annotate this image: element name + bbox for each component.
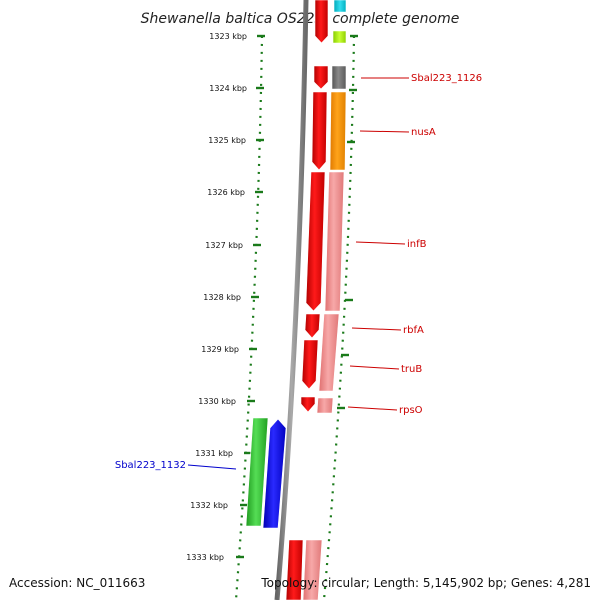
- gene-label-trub[interactable]: truB: [401, 364, 422, 375]
- genome-backbone: [274, 0, 309, 600]
- accession-text: Accession: NC_011663: [9, 576, 145, 590]
- gene-arrow[interactable]: [313, 65, 329, 90]
- gene-block[interactable]: [332, 30, 347, 44]
- tick-label: 1327 kbp: [205, 241, 243, 250]
- inner-dotted-ring: [322, 35, 356, 600]
- gene-label-sbal223-1132[interactable]: Sbal223_1132: [115, 460, 186, 471]
- gene-block[interactable]: [331, 65, 347, 90]
- tick-label: 1326 kbp: [207, 188, 245, 197]
- gene-label-sbal223-1126[interactable]: Sbal223_1126: [411, 73, 482, 84]
- gene-label-infb[interactable]: infB: [407, 239, 427, 250]
- tick-label: 1324 kbp: [209, 84, 247, 93]
- gene-label-rpso[interactable]: rpsO: [399, 405, 423, 416]
- second-track-genes: [302, 0, 347, 600]
- gene-arrow[interactable]: [300, 396, 316, 413]
- gene-arrow[interactable]: [285, 539, 304, 600]
- reverse-strand-genes: [245, 417, 287, 529]
- gene-arrow[interactable]: [305, 171, 326, 312]
- gene-labels: Sbal223_1126 nusA infB rbfA truB rpsO Sb…: [115, 73, 482, 471]
- gene-label-rbfa[interactable]: rbfA: [403, 325, 424, 336]
- tick-label: 1328 kbp: [203, 293, 241, 302]
- tick-label: 1333 kbp: [186, 553, 224, 562]
- tick-label: 1325 kbp: [208, 136, 246, 145]
- gene-block[interactable]: [316, 397, 334, 414]
- tick-label: 1332 kbp: [190, 501, 228, 510]
- gene-block[interactable]: [318, 313, 340, 392]
- tick-label: 1330 kbp: [198, 397, 236, 406]
- label-leaders: [187, 77, 410, 470]
- gene-block[interactable]: [245, 417, 269, 527]
- gene-block[interactable]: [302, 539, 323, 600]
- gene-label-nusa[interactable]: nusA: [411, 127, 436, 138]
- gene-block[interactable]: [329, 91, 347, 171]
- gene-block[interactable]: [333, 0, 347, 13]
- tick-label: 1331 kbp: [195, 449, 233, 458]
- tick-label: 1329 kbp: [201, 345, 239, 354]
- outer-dotted-ring: [234, 35, 264, 600]
- gene-arrow[interactable]: [311, 91, 328, 171]
- forward-strand-genes: [285, 0, 329, 600]
- gene-arrow[interactable]: [301, 339, 319, 390]
- gene-arrow[interactable]: [262, 418, 287, 529]
- genome-summary-text: Topology: circular; Length: 5,145,902 bp…: [260, 576, 591, 590]
- gene-arrow[interactable]: [314, 0, 329, 44]
- scale-ticks: [236, 34, 358, 559]
- tick-label: 1323 kbp: [209, 32, 247, 41]
- gene-arrow[interactable]: [304, 313, 321, 339]
- gene-block[interactable]: [324, 171, 345, 312]
- tick-labels: 1323 kbp 1324 kbp 1325 kbp 1326 kbp 1327…: [186, 32, 247, 562]
- map-title: Shewanella baltica OS223, complete genom…: [141, 11, 460, 27]
